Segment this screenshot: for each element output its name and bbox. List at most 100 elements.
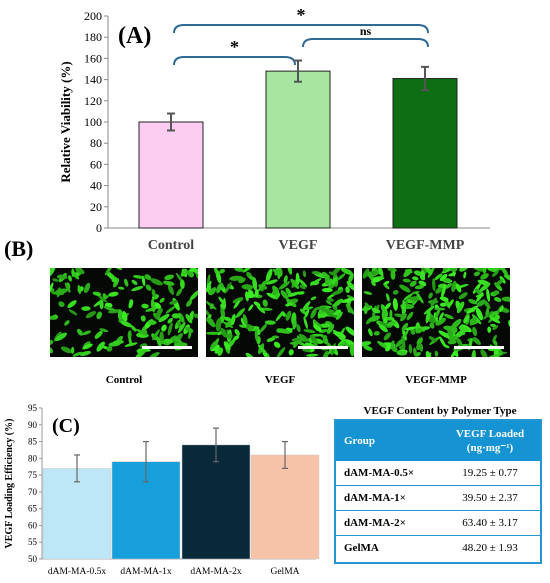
x-tick-label: GelMA (270, 567, 299, 577)
cell (163, 338, 174, 344)
cell (235, 308, 246, 318)
cell-texture (50, 268, 198, 357)
cell (363, 291, 373, 295)
cell (164, 274, 174, 281)
cell (432, 278, 436, 292)
cell (420, 270, 426, 280)
cell (416, 337, 423, 346)
cell (389, 309, 393, 319)
cell (441, 268, 453, 274)
cell (64, 320, 70, 326)
cell (281, 311, 286, 317)
cell (321, 287, 333, 293)
cell (448, 272, 457, 277)
cell (310, 333, 324, 337)
cell (450, 318, 462, 330)
significance-bracket (302, 38, 429, 48)
cell (501, 268, 509, 276)
cell (83, 282, 91, 294)
cell (475, 292, 484, 303)
cell (287, 268, 292, 275)
cell (244, 291, 254, 297)
cell (415, 291, 424, 304)
cell (435, 287, 442, 294)
cell (234, 268, 244, 272)
cell (302, 270, 306, 278)
cell (76, 328, 84, 336)
cell (443, 313, 454, 320)
cell (472, 314, 482, 325)
cell (96, 311, 103, 320)
cell (364, 302, 370, 309)
cell (155, 308, 162, 320)
y-axis-label: VEGF Loading Efficiency (%) (4, 419, 15, 549)
cell (106, 345, 113, 352)
cell (442, 278, 451, 283)
cell (369, 315, 381, 322)
cell (341, 297, 354, 303)
cell (214, 268, 218, 275)
cell (492, 334, 497, 343)
cell (234, 329, 240, 336)
cell (396, 350, 408, 356)
cell (386, 293, 390, 302)
cell (52, 278, 59, 282)
cell (430, 297, 437, 307)
table-cell-group: dAM-MA-1× (344, 492, 406, 504)
cell (151, 289, 156, 298)
cell (412, 276, 419, 281)
y-tick-label: 65 (28, 504, 38, 514)
y-tick-label: 20 (90, 200, 102, 214)
cell (60, 346, 72, 354)
cell (223, 341, 231, 351)
cell (274, 292, 281, 300)
cell (387, 268, 394, 272)
cell (102, 293, 107, 299)
cell (449, 268, 458, 272)
table-header-loaded-line1: VEGF Loaded (455, 428, 525, 440)
cell (340, 268, 353, 275)
cell (287, 291, 301, 297)
cell (345, 303, 354, 315)
cell (429, 322, 435, 329)
cell (438, 312, 444, 321)
cell (176, 288, 183, 297)
y-tick-label: 140 (84, 73, 102, 87)
cell (186, 299, 193, 307)
cell (94, 330, 103, 339)
cell (332, 289, 344, 296)
cell (440, 302, 447, 307)
cell (489, 316, 501, 324)
cell (152, 329, 160, 341)
micrograph-control (50, 268, 198, 357)
cell (131, 286, 144, 292)
cell (82, 330, 92, 336)
cell (392, 289, 399, 295)
cell (248, 325, 254, 332)
cell (189, 290, 198, 301)
cell (344, 339, 354, 348)
cell (148, 320, 157, 325)
cell (265, 268, 273, 282)
micrograph-vegf (206, 268, 354, 357)
cell (322, 350, 329, 357)
cell (239, 324, 246, 328)
cell (380, 304, 389, 317)
cell (77, 284, 81, 295)
cell (469, 316, 477, 324)
cell (455, 329, 465, 338)
cell (312, 320, 323, 328)
cell (337, 273, 346, 281)
cell (72, 351, 83, 357)
panel-c-label: (C) (52, 415, 80, 437)
scale-bar (142, 346, 192, 349)
cell (487, 326, 492, 333)
cell (226, 333, 233, 339)
y-tick-label: 90 (28, 420, 38, 430)
cell (276, 328, 291, 334)
bar (181, 444, 251, 560)
cell (71, 268, 75, 278)
cell (483, 310, 494, 320)
cell (399, 284, 411, 293)
